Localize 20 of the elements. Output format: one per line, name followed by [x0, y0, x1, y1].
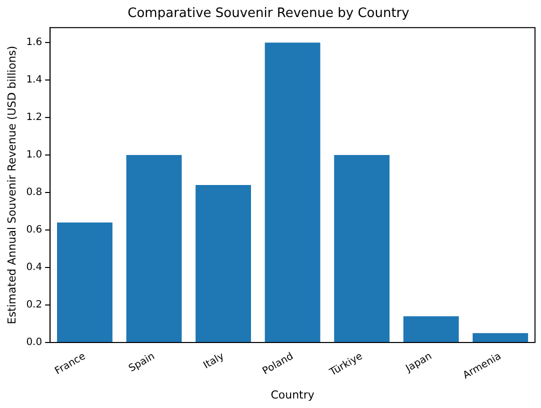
x-axis-title: Country — [270, 388, 315, 402]
y-axis-title: Estimated Annual Souvenir Revenue (USD billions) — [5, 46, 18, 324]
bar — [126, 155, 182, 342]
bar — [472, 333, 528, 342]
y-tick-label: 1.0 — [26, 150, 42, 161]
y-tick-label: 0.0 — [26, 337, 42, 348]
y-tick-label: 1.4 — [26, 74, 42, 86]
bar — [334, 155, 390, 342]
y-tick-label: 1.2 — [26, 112, 42, 124]
x-tick-label: Italy — [202, 350, 226, 372]
bar — [57, 222, 112, 342]
y-tick-label: 0.8 — [26, 187, 42, 198]
bar — [196, 185, 251, 342]
bar — [264, 42, 320, 342]
y-tick-label: 0.4 — [26, 262, 42, 274]
bar — [403, 316, 459, 342]
chart-title: Comparative Souvenir Revenue by Country — [128, 6, 410, 22]
y-tick-label: 1.6 — [26, 37, 42, 48]
y-tick-label: 0.2 — [26, 300, 42, 311]
y-tick-label: 0.6 — [26, 224, 42, 236]
